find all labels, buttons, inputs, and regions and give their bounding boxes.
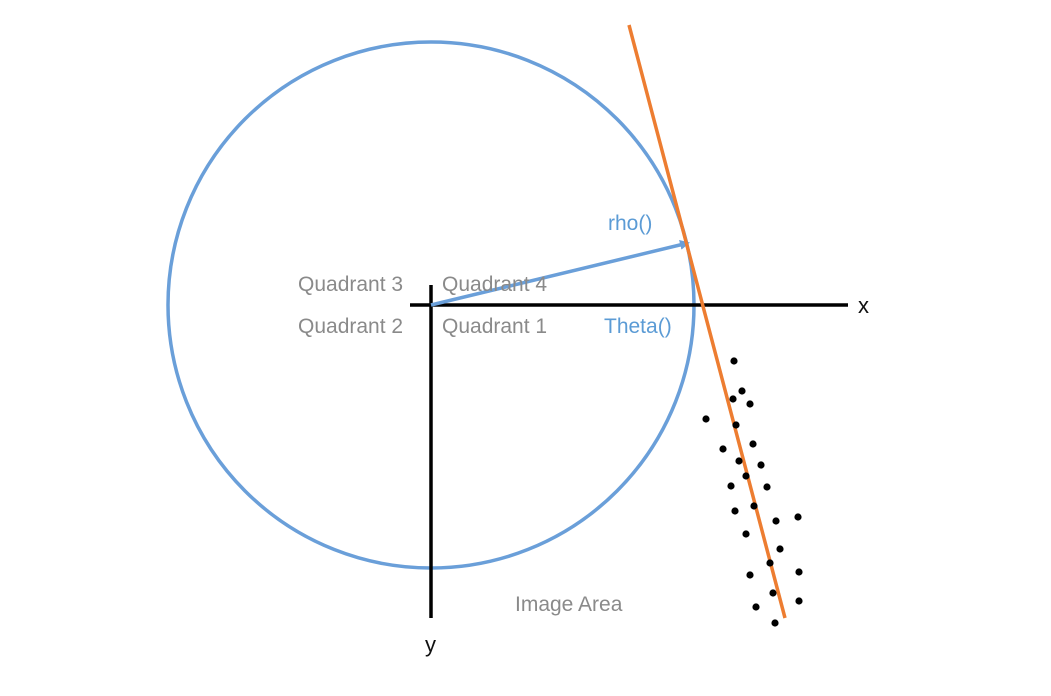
hough-line (627, 24, 787, 619)
point-cloud (702, 357, 803, 627)
data-point (702, 415, 710, 423)
data-point (732, 421, 740, 429)
data-point (795, 568, 803, 576)
data-point (752, 603, 760, 611)
rho-label: rho() (608, 212, 652, 235)
data-point (746, 400, 754, 408)
quadrant-3-label: Quadrant 3 (298, 273, 403, 296)
data-point (757, 461, 765, 469)
data-point (719, 445, 727, 453)
data-point (769, 589, 777, 597)
data-point (776, 545, 784, 553)
x-axis-label: x (858, 293, 869, 318)
quadrant-4-label: Quadrant 4 (442, 273, 547, 296)
quadrant-2-label: Quadrant 2 (298, 315, 403, 338)
data-point (746, 571, 754, 579)
data-point (771, 619, 779, 627)
data-point (727, 482, 735, 490)
data-point (731, 507, 739, 515)
data-point (749, 440, 757, 448)
image-area-label: Image Area (515, 593, 623, 616)
rho-arrow (430, 240, 690, 307)
y-axis-label: y (425, 632, 436, 657)
data-point (766, 559, 774, 567)
data-point (729, 395, 737, 403)
data-point (730, 357, 738, 365)
data-point (772, 517, 780, 525)
theta-label: Theta() (604, 315, 672, 338)
data-point (763, 483, 771, 491)
quadrant-1-label: Quadrant 1 (442, 315, 547, 338)
data-point (750, 502, 758, 510)
data-point (742, 530, 750, 538)
data-point (735, 457, 743, 465)
data-point (795, 597, 803, 605)
data-point (794, 513, 802, 521)
data-point (742, 472, 750, 480)
data-point (738, 387, 746, 395)
